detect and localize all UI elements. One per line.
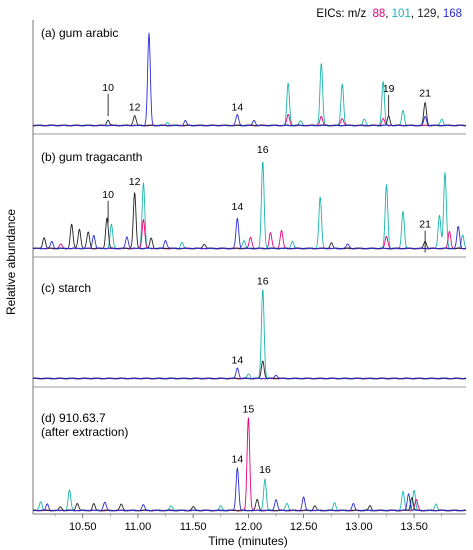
peak-label: 14 <box>232 201 244 213</box>
legend-entry-101: 101 <box>392 8 411 20</box>
peak-label: 12 <box>129 101 141 113</box>
x-tick-label: 11.00 <box>125 521 152 533</box>
panel-title: (a) gum arabic <box>41 26 118 40</box>
x-tick-label: 12.50 <box>290 521 318 533</box>
legend-entry-129: 129 <box>417 8 436 20</box>
svg-text:EICs: m/z 88, 101: EICs: m/z 88, 101, 129, 168 <box>316 8 462 20</box>
x-tick-label: 13.50 <box>400 521 428 533</box>
y-axis-label: Relative abundance <box>4 209 18 315</box>
peak-label: 21 <box>419 88 431 100</box>
legend-entry-168: 168 <box>443 8 462 20</box>
trace-mz-168 <box>32 32 467 127</box>
panel-4: (d) 910.63.7(after extraction) 14 15 16 <box>32 403 467 512</box>
trace-mz-129 <box>32 360 467 380</box>
peak-label: 10 <box>102 82 114 94</box>
trace-mz-168 <box>32 217 467 250</box>
legend-sep: , <box>436 8 442 20</box>
x-axis-label: Time (minutes) <box>208 534 288 548</box>
peak-label: 14 <box>232 454 244 466</box>
trace-mz-101 <box>32 161 467 250</box>
peak-label: 16 <box>257 144 269 156</box>
peak-label: 12 <box>129 176 141 188</box>
trace-mz-101 <box>32 63 467 127</box>
peak-label: 10 <box>102 189 114 201</box>
panel-title: (b) gum tragacanth <box>41 150 142 164</box>
panel-3: (c) starch 14 16 <box>32 276 467 388</box>
panel-1: (a) gum arabic 10 12 14 19 21 <box>32 26 467 135</box>
peak-label: 14 <box>232 355 244 367</box>
peak-label: 15 <box>243 403 255 415</box>
panel-title: (after extraction) <box>41 425 128 439</box>
plot-frame <box>32 20 466 515</box>
peak-label: 21 <box>419 219 431 231</box>
panel-title: (c) starch <box>41 281 91 295</box>
peak-label: 14 <box>232 101 244 113</box>
peak-label: 16 <box>257 276 269 288</box>
panel-title: (d) 910.63.7 <box>41 411 106 425</box>
trace-mz-168 <box>32 467 467 512</box>
peak-label: 16 <box>259 464 271 476</box>
legend-sep: , <box>385 8 391 20</box>
peak-label: 19 <box>383 83 395 95</box>
x-tick-label: 13.00 <box>345 521 373 533</box>
trace-mz-101 <box>32 478 467 512</box>
x-axis-ticks: 10.50 11.00 11.50 12.00 12.50 13.00 13.50 <box>54 514 442 533</box>
x-tick-label: 10.50 <box>69 521 97 533</box>
x-tick-label: 11.50 <box>180 521 207 533</box>
legend-prefix: EICs: m/z <box>316 8 366 20</box>
legend: EICs: m/z 88, 101, 129, 168 <box>316 8 462 20</box>
panel-2: (b) gum tragacanth 10 12 14 16 21 <box>32 144 467 258</box>
x-tick-label: 12.00 <box>235 521 263 533</box>
trace-mz-101 <box>32 289 467 380</box>
trace-mz-168 <box>32 367 467 380</box>
legend-sep: , <box>411 8 417 20</box>
legend-entry-88: 88 <box>372 8 385 20</box>
